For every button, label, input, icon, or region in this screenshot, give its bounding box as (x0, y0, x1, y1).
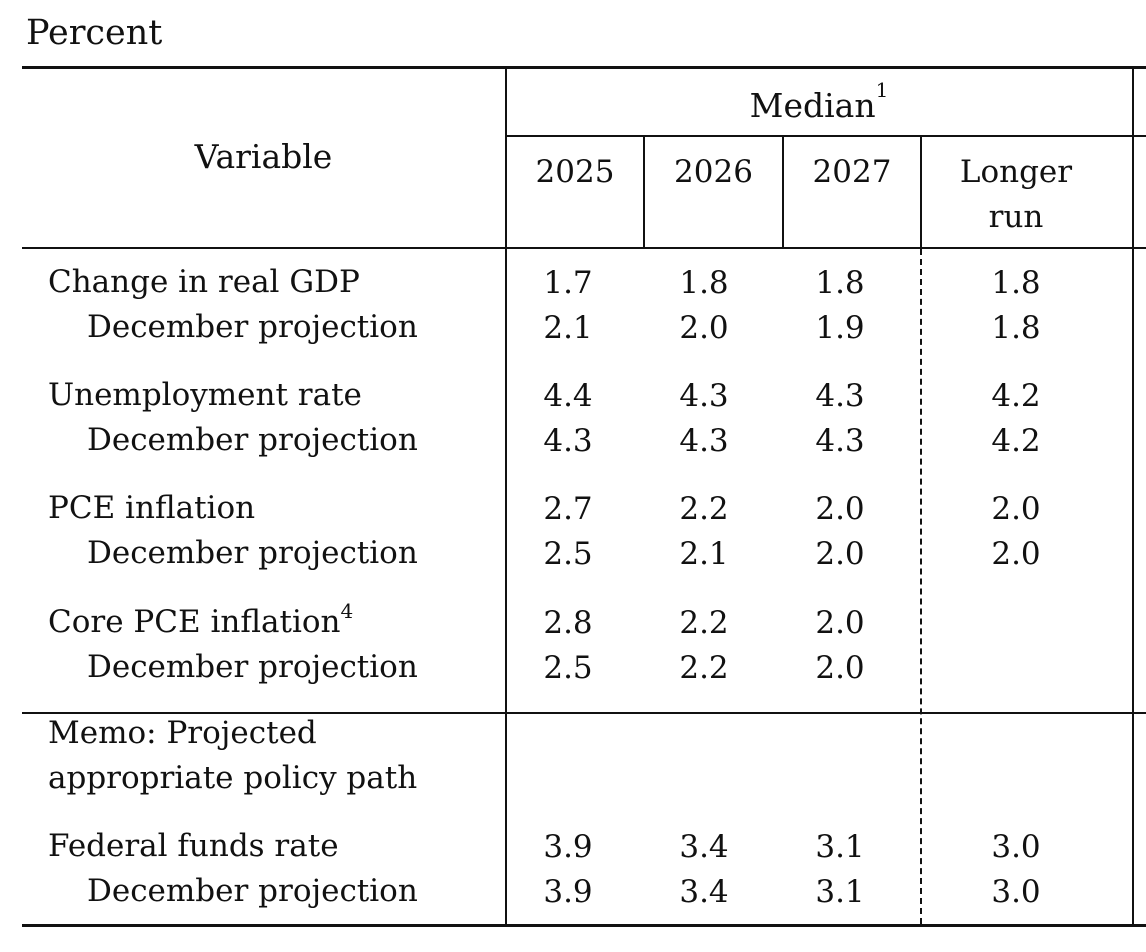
value-2027: 3.1 (815, 874, 865, 910)
memo-heading-line1: Memo: Projected (48, 715, 317, 751)
row-label-text: Core PCE inflation (48, 604, 341, 640)
row-label: Unemployment rate (48, 377, 362, 413)
row-label: December projection (87, 422, 418, 458)
value-2026: 3.4 (679, 874, 729, 910)
value-2025: 2.1 (543, 310, 593, 346)
value-2027: 2.0 (815, 650, 865, 686)
header-rule (22, 247, 1146, 249)
value-longer-run: 4.2 (991, 378, 1041, 414)
longer-run-header-line1: Longer (959, 154, 1073, 190)
value-longer-run: 1.8 (991, 310, 1041, 346)
value-2027: 2.0 (815, 536, 865, 572)
value-longer-run: 3.0 (991, 874, 1041, 910)
value-2027: 4.3 (815, 423, 865, 459)
value-2026: 2.0 (679, 310, 729, 346)
right-edge-divider (1132, 69, 1134, 924)
value-2026: 4.3 (679, 378, 729, 414)
median-footnote-mark: 1 (875, 78, 889, 102)
value-2027: 2.0 (815, 491, 865, 527)
value-2027: 2.0 (815, 605, 865, 641)
value-2026: 2.2 (679, 650, 729, 686)
value-2026: 1.8 (679, 265, 729, 301)
median-header-text: Median (749, 86, 876, 125)
core-pce-footnote-mark: 4 (340, 599, 354, 623)
value-2025: 2.5 (543, 536, 593, 572)
divider-2026-2027 (782, 137, 784, 247)
value-2025: 2.7 (543, 491, 593, 527)
value-2026: 2.1 (679, 536, 729, 572)
longer-run-header-line2: run (988, 198, 1044, 235)
value-2026: 4.3 (679, 423, 729, 459)
value-2025: 3.9 (543, 829, 593, 865)
value-2027: 1.8 (815, 265, 865, 301)
value-longer-run: 4.2 (991, 423, 1041, 459)
value-2027: 4.3 (815, 378, 865, 414)
value-2027: 1.9 (815, 310, 865, 346)
row-label: December projection (87, 535, 418, 571)
row-label: Change in real GDP (48, 264, 360, 300)
row-label: PCE inflation (48, 490, 256, 526)
divider-2027-longer-run (920, 137, 922, 247)
row-label: Core PCE inflation4 (48, 601, 353, 640)
value-2025: 4.3 (543, 423, 593, 459)
value-longer-run: 3.0 (991, 829, 1041, 865)
variable-header: Variable (194, 137, 333, 176)
median-underline (506, 135, 1146, 137)
variable-column-divider (505, 69, 507, 924)
unit-label: Percent (26, 13, 163, 53)
value-longer-run: 2.0 (991, 491, 1041, 527)
value-2025: 3.9 (543, 874, 593, 910)
value-2026: 2.2 (679, 491, 729, 527)
row-label: December projection (87, 309, 418, 345)
value-2025: 4.4 (543, 378, 593, 414)
value-longer-run: 2.0 (991, 536, 1041, 572)
bottom-rule (22, 924, 1146, 927)
memo-rule (22, 712, 1146, 714)
top-rule (22, 66, 1146, 69)
value-2026: 2.2 (679, 605, 729, 641)
value-2027: 3.1 (815, 829, 865, 865)
year-header-2025: 2025 (535, 154, 615, 190)
divider-2025-2026 (643, 137, 645, 247)
value-2026: 3.4 (679, 829, 729, 865)
value-2025: 2.8 (543, 605, 593, 641)
row-label: Federal funds rate (48, 828, 339, 864)
longer-run-dashed-divider (920, 249, 922, 924)
memo-heading-line2: appropriate policy path (48, 760, 418, 796)
median-header: Median1 (506, 78, 1132, 130)
row-label: December projection (87, 873, 418, 909)
value-2025: 2.5 (543, 650, 593, 686)
year-header-2027: 2027 (812, 154, 892, 190)
row-label: December projection (87, 649, 418, 685)
year-header-2026: 2026 (674, 154, 753, 190)
value-longer-run: 1.8 (991, 265, 1041, 301)
value-2025: 1.7 (543, 265, 593, 301)
longer-run-header: Longer run (922, 150, 1110, 240)
